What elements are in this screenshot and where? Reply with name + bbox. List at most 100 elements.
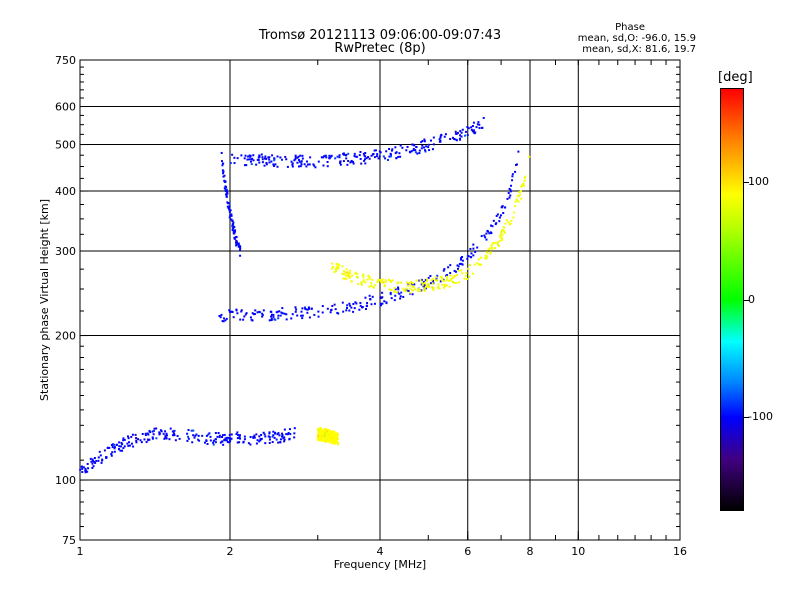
echo-point <box>249 160 252 163</box>
echo-point <box>415 145 418 148</box>
echo-point <box>264 435 267 438</box>
echo-point <box>330 308 333 311</box>
echo-point <box>366 302 369 305</box>
echo-point <box>258 161 261 164</box>
echo-point <box>349 304 352 307</box>
echo-point <box>421 144 424 147</box>
echo-point <box>523 179 526 182</box>
echo-point <box>466 125 469 128</box>
echo-point <box>237 245 240 248</box>
echo-point <box>295 308 298 311</box>
echo-point <box>345 268 348 271</box>
echo-point <box>128 444 131 447</box>
echo-point <box>256 439 259 442</box>
echo-point <box>364 152 367 155</box>
echo-point <box>503 231 506 234</box>
echo-point <box>240 309 243 312</box>
echo-point <box>248 154 251 157</box>
echo-point <box>268 438 271 441</box>
echo-point <box>357 283 360 286</box>
echo-point <box>512 216 515 219</box>
echo-point <box>326 160 329 163</box>
echo-point <box>453 137 456 140</box>
echo-point <box>501 228 504 231</box>
echo-point <box>424 287 427 290</box>
echo-point <box>517 150 520 153</box>
echo-point <box>390 280 393 283</box>
echo-point <box>380 279 383 282</box>
echo-point <box>373 149 376 152</box>
echo-point <box>225 439 228 442</box>
echo-point <box>252 154 255 157</box>
echo-point <box>276 433 279 436</box>
chart-subtitle: RwPretec (8p) <box>334 41 426 56</box>
echo-point <box>126 442 129 445</box>
echo-point <box>430 282 433 285</box>
echo-point <box>94 461 97 464</box>
echo-point <box>453 281 456 284</box>
echo-point <box>382 281 385 284</box>
echo-point <box>110 454 113 457</box>
echo-point <box>499 235 502 238</box>
echo-point <box>228 309 231 312</box>
echo-point <box>276 155 279 158</box>
echo-point <box>285 158 288 161</box>
echo-point <box>155 437 158 440</box>
echo-point <box>296 314 299 317</box>
echo-point <box>425 284 428 287</box>
echo-point <box>414 288 417 291</box>
echo-point <box>517 200 520 203</box>
echo-point <box>259 439 262 442</box>
echo-point <box>324 439 327 442</box>
echo-point <box>417 288 420 291</box>
echo-point <box>225 195 228 198</box>
echo-point <box>428 149 431 152</box>
echo-point <box>249 436 252 439</box>
echo-point <box>321 437 324 440</box>
echo-point <box>346 273 349 276</box>
echo-point <box>268 432 271 435</box>
echo-point <box>233 236 236 239</box>
echo-point <box>414 149 417 152</box>
echo-point <box>465 272 468 275</box>
echo-point <box>294 154 297 157</box>
echo-point <box>408 282 411 285</box>
echo-point <box>224 437 227 440</box>
echo-point <box>228 205 231 208</box>
phase-info-title: Phase <box>615 22 645 33</box>
echo-point <box>328 429 331 432</box>
echo-point <box>147 433 150 436</box>
echo-point <box>468 275 471 278</box>
echo-point <box>522 182 525 185</box>
echo-point <box>333 303 336 306</box>
echo-point <box>402 287 405 290</box>
echo-point <box>324 428 327 431</box>
echo-point <box>306 160 309 163</box>
echo-point <box>224 188 227 191</box>
echo-point <box>407 289 410 292</box>
echo-point <box>118 441 121 444</box>
echo-point <box>276 165 279 168</box>
echo-point <box>496 243 499 246</box>
echo-point <box>149 431 152 434</box>
echo-point <box>155 427 158 430</box>
echo-point <box>489 231 492 234</box>
echo-point <box>484 257 487 260</box>
echo-point <box>472 272 475 275</box>
echo-point <box>221 169 224 172</box>
echo-point <box>252 159 255 162</box>
echo-point <box>324 435 327 438</box>
echo-point <box>399 297 402 300</box>
echo-point <box>413 286 416 289</box>
echo-point <box>243 157 246 160</box>
echo-point <box>333 442 336 445</box>
echo-point <box>298 165 301 168</box>
echo-point <box>456 267 459 270</box>
echo-point <box>472 130 475 133</box>
echo-point <box>230 218 233 221</box>
echo-point <box>305 165 308 168</box>
y-tick-label: 600 <box>55 101 76 114</box>
echo-point <box>237 243 240 246</box>
echo-point <box>300 314 303 317</box>
echo-point <box>451 276 454 279</box>
